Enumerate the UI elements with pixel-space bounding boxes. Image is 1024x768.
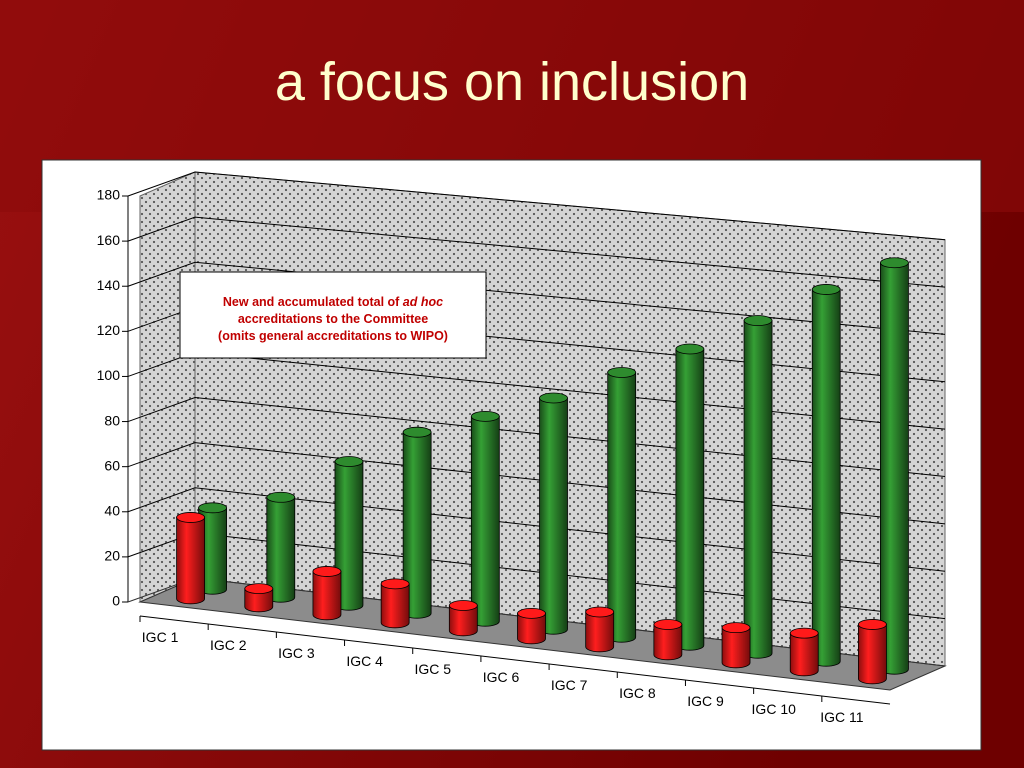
grid-line [127,261,946,335]
cylinder [585,606,615,653]
annotation-italic: ad hoc [403,295,443,309]
annotation-line: (omits general accreditations to WIPO) [218,329,448,343]
cylinder-top [244,583,274,595]
cylinder-body [539,397,568,635]
cylinder-top [675,343,705,355]
cylinder-top [380,578,410,590]
cylinder-top [470,410,500,422]
cylinder-top [811,284,841,295]
cylinder-top [858,619,887,630]
y-tick-label: 140 [97,277,121,293]
x-tick-label: IGC 8 [619,685,656,701]
x-tick-label: IGC 11 [820,709,864,725]
grid-line [127,171,946,241]
cylinder-top [653,619,683,630]
cylinder-top [198,502,227,514]
cylinder-top [402,426,432,438]
cylinder-top [721,622,751,634]
y-tick-label: 40 [104,502,120,518]
cylinder-body [880,262,909,675]
cylinder-top [743,315,773,326]
cylinder-top [312,566,342,577]
x-tick-label: IGC 1 [142,629,179,645]
cylinder-body [176,517,205,605]
y-tick-label: 100 [97,367,121,383]
x-tick-label: IGC 10 [752,701,797,717]
cylinder [517,607,546,645]
grid-line [127,216,946,288]
cylinder-body [470,415,500,627]
x-tick-label: IGC 4 [346,653,383,669]
x-tick-label: IGC 3 [278,645,315,661]
annotation-box [179,271,487,359]
cylinder-body [244,588,274,613]
cylinder-body [607,372,637,643]
cylinder [244,583,274,613]
y-tick-label: 20 [104,548,120,564]
cylinder [721,622,751,669]
y-tick-label: 0 [112,593,120,609]
cylinder [880,257,909,675]
cylinder-body [811,289,841,667]
cylinder-body [448,605,478,637]
cylinder [266,491,296,603]
cylinder-top [517,607,546,619]
x-tick-label: IGC 7 [551,677,588,693]
cylinder [312,566,342,621]
cylinder [675,343,705,651]
cylinder-body [312,571,342,621]
cylinder [198,502,227,595]
cylinder-top [539,392,568,404]
cylinder-body [517,612,546,645]
cylinder [653,619,683,661]
cylinder-top [334,456,364,467]
cylinder-top [448,600,478,611]
y-tick-label: 160 [97,232,121,248]
cylinder-body [743,320,773,659]
slide-title: a focus on inclusion [275,52,749,112]
cylinder [789,627,819,677]
cylinder-body [585,611,615,653]
x-tick-label: IGC 6 [483,669,520,685]
cylinder [380,578,410,629]
x-tick-label: IGC 5 [415,661,452,677]
cylinder-top [880,257,909,269]
cylinder-body [653,624,683,661]
y-tick-label: 80 [104,412,120,428]
x-tick-label: IGC 2 [210,637,247,653]
cylinder-body [789,632,819,677]
annotation-line: New and accumulated total of [223,295,400,309]
cylinder [470,410,500,627]
x-tick-label: IGC 9 [687,693,724,709]
cylinder-body [721,627,751,669]
cylinder [448,600,478,637]
cylinder [402,426,432,619]
y-tick-label: 180 [97,187,121,203]
cylinder-top [607,367,637,378]
cylinder [811,284,841,667]
cylinder-top [585,606,615,618]
cylinder-top [176,512,205,523]
cylinder [743,315,773,659]
cylinder-body [675,348,705,651]
cylinder [539,392,568,635]
cylinder-top [789,627,819,639]
cylinder-body [380,583,410,629]
cylinder [858,619,887,685]
annotation-line: accreditations to the Committee [238,312,428,326]
y-tick-label: 120 [97,322,121,338]
cylinder [176,512,205,605]
cylinder [607,367,637,643]
cylinder-top [266,491,296,503]
cylinder-body [858,624,887,685]
y-tick-label: 60 [104,457,120,473]
x-axis [139,615,891,705]
annotation: New and accumulated total of ad hoc accre… [218,295,448,343]
plot: 0 20 40 60 80 100 120 140 160 180 IGC 1 IGC 2 IGC 3 I… [97,171,947,725]
